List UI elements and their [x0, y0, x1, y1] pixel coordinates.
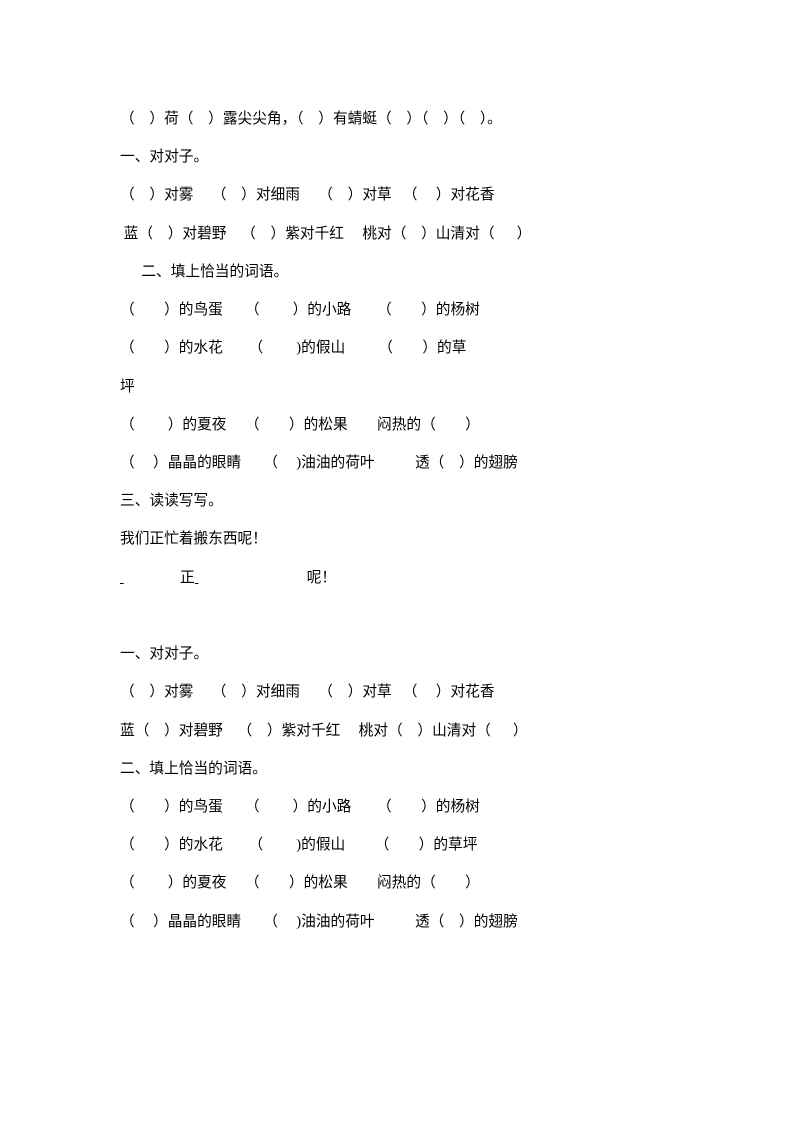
- text-line: 坪: [120, 368, 674, 406]
- text-line: （ ）对雾 （ ）对细雨 （ ）对草 （ ）对花香: [120, 673, 674, 711]
- text-span: 正: [180, 570, 195, 586]
- text-line: 二、填上恰当的词语。: [120, 750, 674, 788]
- text-line: （ ）晶晶的眼睛 （ )油油的荷叶 透（ ）的翅膀: [120, 903, 674, 941]
- text-line: （ ）晶晶的眼睛 （ )油油的荷叶 透（ ）的翅膀: [120, 444, 674, 482]
- text-line: 三、读读写写。: [120, 482, 674, 520]
- text-line: 蓝（ ）对碧野 （ ）紫对千红 桃对（ ）山清对（ ）: [120, 712, 674, 750]
- text-line: 我们正忙着搬东西呢！: [120, 520, 674, 558]
- text-line: 蓝（ ）对碧野 （ ）紫对千红 桃对（ ）山清对（ ）: [120, 215, 674, 253]
- blank-underline: [195, 559, 307, 597]
- blank-underline: [120, 559, 180, 597]
- text-line: （ ）的夏夜 （ ）的松果 闷热的（ ）: [120, 406, 674, 444]
- text-line: （ ）的水花 （ )的假山 （ ）的草坪: [120, 826, 674, 864]
- text-line: [120, 597, 674, 635]
- text-span: 呢！: [307, 570, 336, 586]
- text-line: （ ）荷（ ）露尖尖角，（ ）有蜻蜓（ ）（ ）（ ）。: [120, 100, 674, 138]
- text-line: （ ）的鸟蛋 （ ）的小路 （ ）的杨树: [120, 291, 674, 329]
- text-line: （ ）对雾 （ ）对细雨 （ ）对草 （ ）对花香: [120, 176, 674, 214]
- document-page: （ ）荷（ ）露尖尖角，（ ）有蜻蜓（ ）（ ）（ ）。一、对对子。（ ）对雾 …: [0, 0, 794, 1123]
- text-line: 正 呢！: [120, 559, 674, 597]
- text-line: （ ）的鸟蛋 （ ）的小路 （ ）的杨树: [120, 788, 674, 826]
- text-line: （ ）的水花 （ )的假山 （ ）的草: [120, 329, 674, 367]
- text-line: 一、对对子。: [120, 138, 674, 176]
- text-line: 一、对对子。: [120, 635, 674, 673]
- text-line: 二、填上恰当的词语。: [120, 253, 674, 291]
- text-line: （ ）的夏夜 （ ）的松果 闷热的（ ）: [120, 864, 674, 902]
